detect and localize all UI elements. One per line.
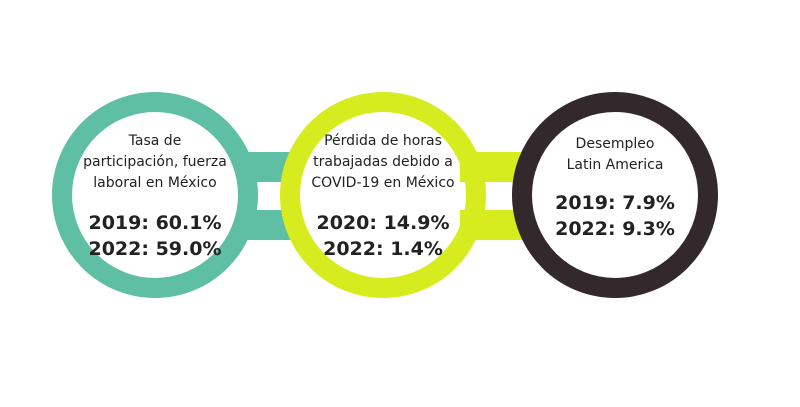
label-line: Pérdida de horas: [324, 133, 442, 149]
label-line: participación, fuerza: [83, 154, 227, 170]
label-line: Desempleo: [575, 136, 655, 152]
stat-line: 2020: 14.9%: [316, 212, 450, 234]
label-line: COVID-19 en México: [311, 175, 455, 191]
label-line: laboral en México: [93, 175, 217, 191]
circle-hours-lost-text: Pérdida de horas trabajadas debido a COV…: [288, 131, 478, 262]
stat-line: 2022: 9.3%: [555, 218, 675, 240]
circle-unemployment-text: Desempleo Latin America 2019: 7.9% 2022:…: [520, 134, 710, 242]
circle-participation-text: Tasa de participación, fuerza laboral en…: [60, 131, 250, 262]
label-line: Tasa de: [128, 133, 182, 149]
circle-hours-lost-label: Pérdida de horas trabajadas debido a COV…: [288, 131, 478, 194]
circle-participation-stats: 2019: 60.1% 2022: 59.0%: [60, 210, 250, 262]
circle-unemployment-label: Desempleo Latin America: [520, 134, 710, 176]
label-line: trabajadas debido a: [313, 154, 453, 170]
stat-line: 2022: 1.4%: [323, 238, 443, 260]
circle-participation-label: Tasa de participación, fuerza laboral en…: [60, 131, 250, 194]
circle-hours-lost-stats: 2020: 14.9% 2022: 1.4%: [288, 210, 478, 262]
label-line: Latin America: [566, 157, 664, 173]
circle-unemployment-stats: 2019: 7.9% 2022: 9.3%: [520, 190, 710, 242]
stat-line: 2019: 60.1%: [88, 212, 222, 234]
stat-line: 2019: 7.9%: [555, 192, 675, 214]
stat-line: 2022: 59.0%: [88, 238, 222, 260]
